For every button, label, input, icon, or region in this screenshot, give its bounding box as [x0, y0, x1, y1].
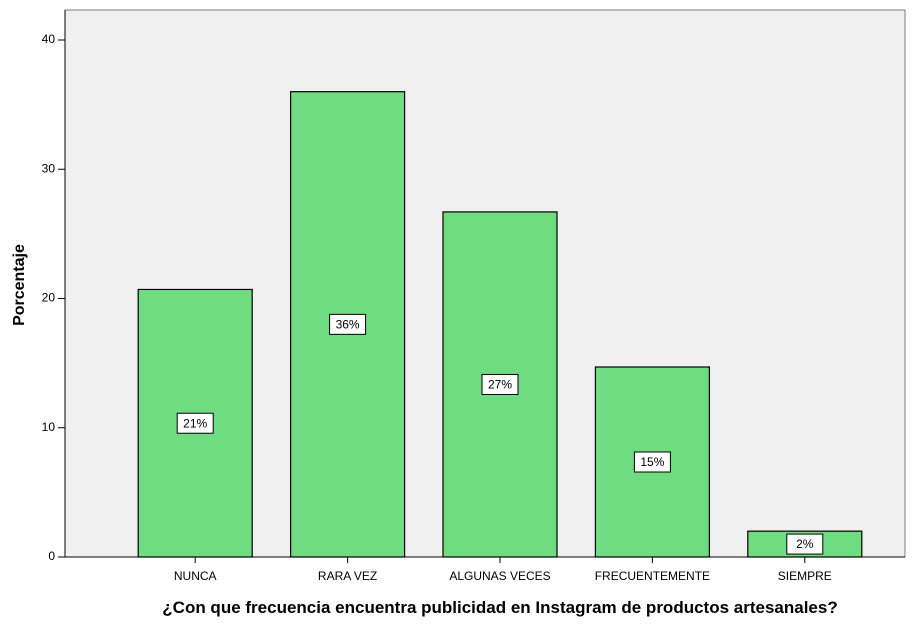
value-label-box: [481, 373, 519, 395]
y-tick-label: 20: [42, 291, 56, 305]
x-axis-title: ¿Con que frecuencia encuentra publicidad…: [162, 598, 838, 617]
value-label-box: [786, 533, 824, 555]
x-tick-label: FRECUENTEMENTE: [595, 569, 710, 583]
value-label: 36%: [336, 318, 360, 332]
x-tick-label: RARA VEZ: [318, 569, 377, 583]
value-label: 27%: [488, 378, 512, 392]
value-label-box: [329, 313, 367, 335]
value-label: 2%: [796, 537, 814, 551]
y-tick-label: 30: [42, 161, 56, 175]
y-tick-label: 0: [48, 549, 55, 563]
y-tick-label: 10: [42, 420, 56, 434]
y-tick-label: 40: [42, 32, 56, 46]
value-label-box: [176, 412, 214, 434]
value-label: 21%: [183, 416, 207, 430]
value-label-box: [633, 451, 671, 473]
x-tick-label: ALGUNAS VECES: [449, 569, 550, 583]
x-tick-label: SIEMPRE: [778, 569, 832, 583]
y-axis-title: Porcentaje: [11, 244, 28, 326]
x-tick-label: NUNCA: [174, 569, 217, 583]
value-label: 15%: [640, 455, 664, 469]
bar: [290, 91, 406, 558]
